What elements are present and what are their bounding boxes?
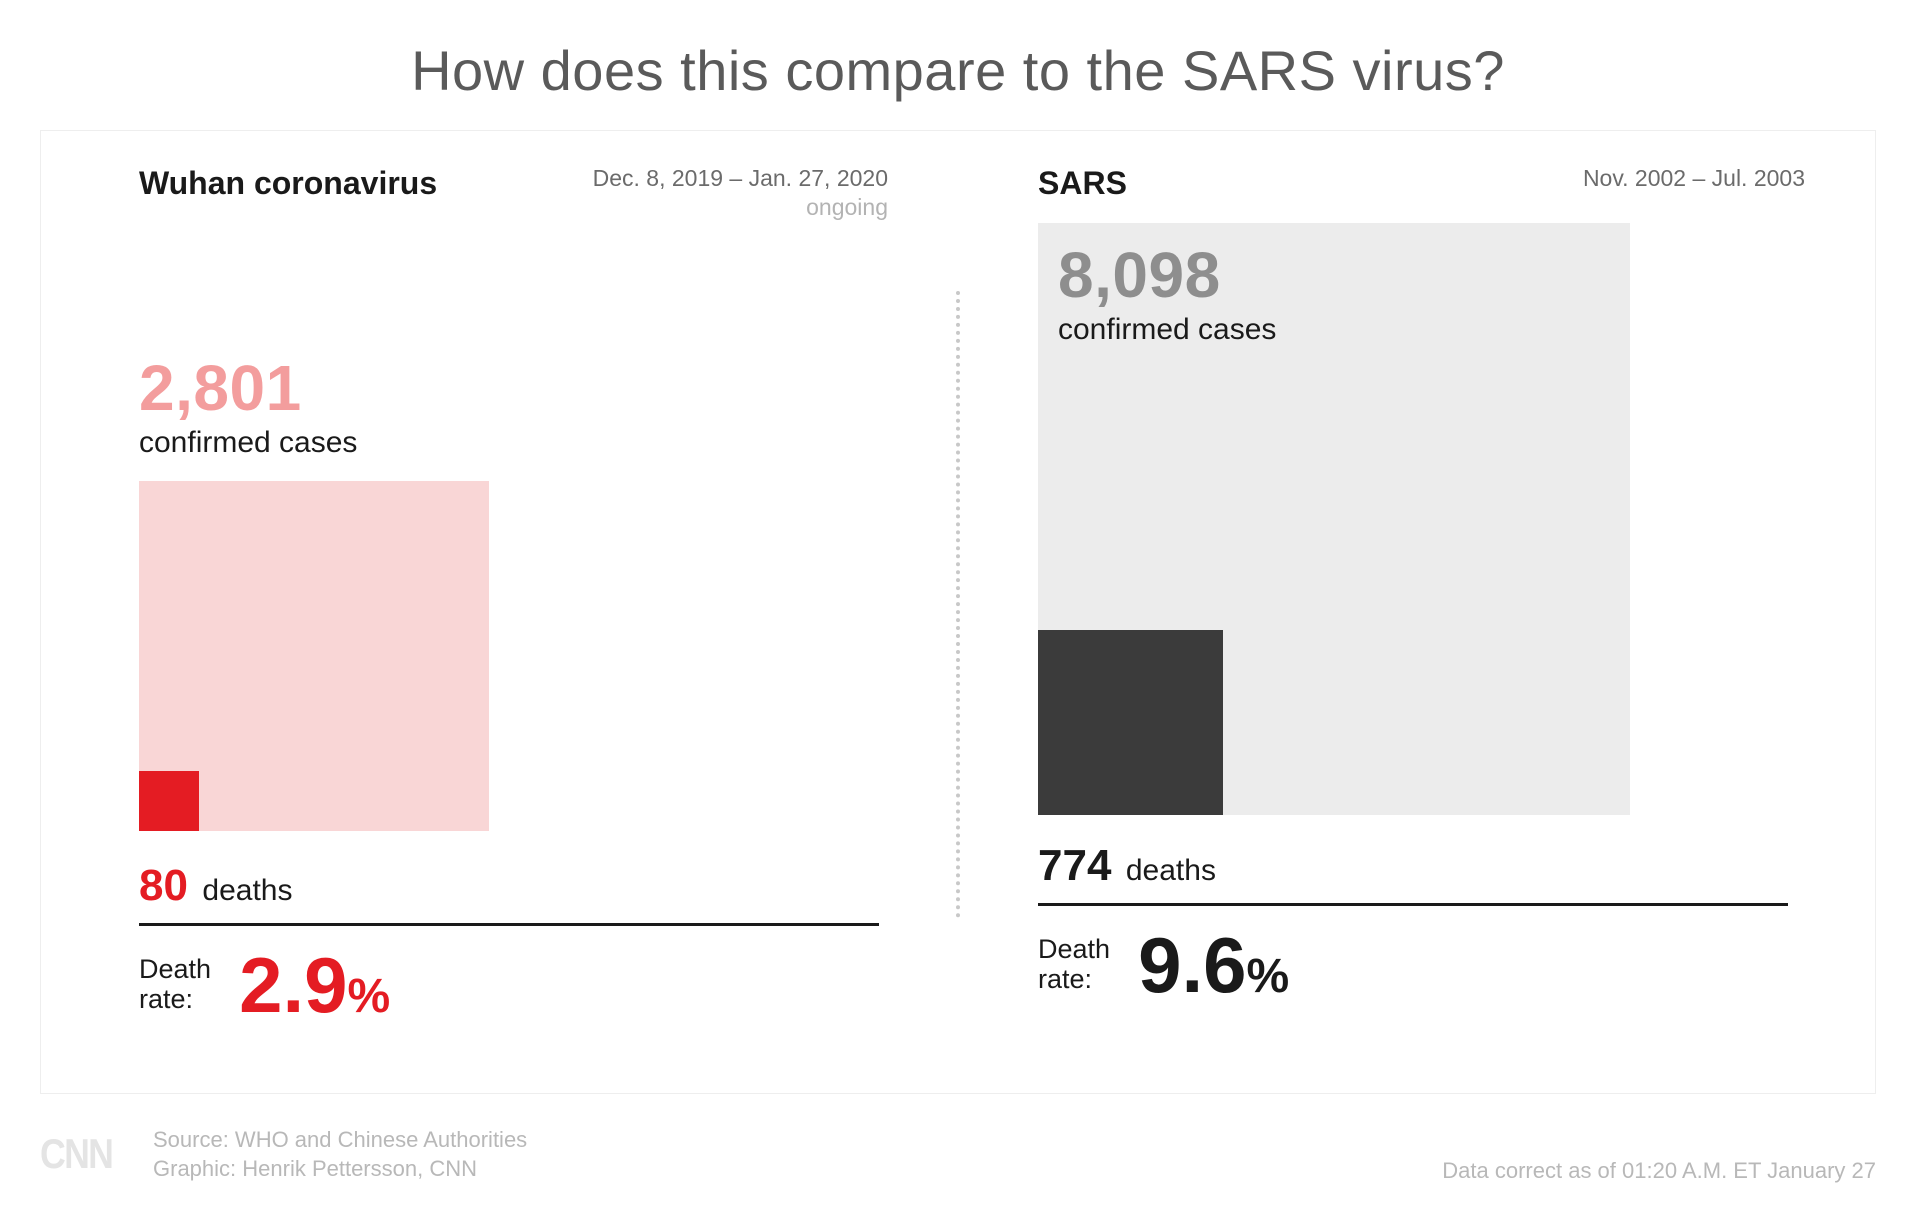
cases-label: confirmed cases	[139, 426, 357, 460]
panel-header: Wuhan coronavirus Dec. 8, 2019 – Jan. 27…	[139, 165, 888, 221]
deaths-block: 80 deaths	[139, 861, 879, 926]
date-block: Nov. 2002 – Jul. 2003	[1583, 165, 1805, 192]
death-rate-row: Death rate: 2.9%	[139, 946, 390, 1024]
footer-graphic: Graphic: Henrik Pettersson, CNN	[153, 1154, 527, 1184]
virus-name: Wuhan coronavirus	[139, 165, 437, 202]
infographic-page: How does this compare to the SARS virus?…	[0, 0, 1916, 1214]
date-range: Dec. 8, 2019 – Jan. 27, 2020	[593, 165, 888, 192]
footer: CNN Source: WHO and Chinese Authorities …	[40, 1125, 1876, 1184]
death-rate-label: Death rate:	[139, 955, 211, 1014]
death-rate-value: 2.9	[239, 941, 347, 1029]
panels-container: Wuhan coronavirus Dec. 8, 2019 – Jan. 27…	[40, 130, 1876, 1094]
deaths-square-inner	[139, 771, 199, 831]
cnn-logo: CNN	[40, 1130, 112, 1178]
rate-label-2: rate:	[139, 984, 193, 1014]
cases-number: 8,098	[1058, 243, 1276, 307]
panel-sars: SARS Nov. 2002 – Jul. 2003 8,098 confirm…	[958, 131, 1875, 1093]
death-rate-value-wrap: 9.6%	[1138, 926, 1289, 1004]
cases-number: 2,801	[139, 356, 357, 420]
deaths-number: 774	[1038, 841, 1111, 891]
status-label: ongoing	[593, 194, 888, 221]
cases-label: confirmed cases	[1058, 313, 1276, 347]
cases-square-outer	[139, 481, 489, 831]
percent-sign: %	[1247, 950, 1290, 1003]
page-title: How does this compare to the SARS virus?	[0, 0, 1916, 103]
date-block: Dec. 8, 2019 – Jan. 27, 2020 ongoing	[593, 165, 888, 221]
center-divider	[956, 291, 960, 918]
deaths-block: 774 deaths	[1038, 841, 1788, 906]
footer-source: Source: WHO and Chinese Authorities	[153, 1125, 527, 1155]
virus-name: SARS	[1038, 165, 1127, 202]
date-range: Nov. 2002 – Jul. 2003	[1583, 165, 1805, 192]
panel-header: SARS Nov. 2002 – Jul. 2003	[1038, 165, 1805, 202]
cases-block: 2,801 confirmed cases	[139, 356, 357, 460]
deaths-word: deaths	[202, 874, 292, 907]
death-rate-value-wrap: 2.9%	[239, 946, 390, 1024]
death-rate-row: Death rate: 9.6%	[1038, 926, 1289, 1004]
panel-wuhan: Wuhan coronavirus Dec. 8, 2019 – Jan. 27…	[41, 131, 958, 1093]
divider-rule	[139, 923, 879, 926]
death-rate-label: Death rate:	[1038, 935, 1110, 994]
deaths-word: deaths	[1126, 854, 1216, 887]
cases-block: 8,098 confirmed cases	[1058, 243, 1276, 347]
rate-label-2: rate:	[1038, 964, 1092, 994]
percent-sign: %	[348, 970, 391, 1023]
divider-rule	[1038, 903, 1788, 906]
footer-left: CNN Source: WHO and Chinese Authorities …	[40, 1125, 527, 1184]
footer-asof: Data correct as of 01:20 A.M. ET January…	[1442, 1158, 1876, 1184]
deaths-number: 80	[139, 861, 188, 911]
deaths-square-inner	[1038, 630, 1223, 815]
footer-credits: Source: WHO and Chinese Authorities Grap…	[153, 1125, 527, 1184]
rate-label-1: Death	[1038, 934, 1110, 964]
rate-label-1: Death	[139, 954, 211, 984]
death-rate-value: 9.6	[1138, 921, 1246, 1009]
